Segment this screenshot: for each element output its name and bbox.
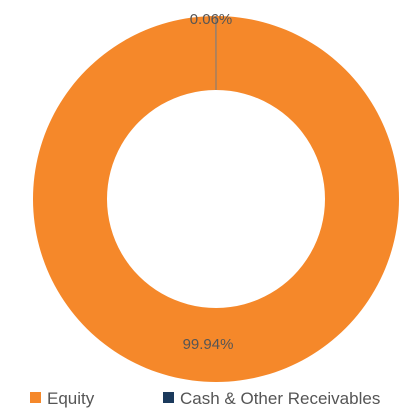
slice-equity [33, 16, 400, 382]
slices-layer [33, 16, 400, 382]
legend-swatch-cash-other-receivables [163, 392, 174, 403]
slice-labels-layer: 99.94% 0.06% [183, 11, 234, 353]
slice-label-cash-other-receivables: 0.06% [190, 11, 233, 28]
legend-label-equity: Equity [47, 389, 95, 408]
slice-label-equity: 99.94% [183, 336, 234, 353]
legend-item-cash-other-receivables: Cash & Other Receivables [163, 389, 380, 408]
legend-swatch-equity [30, 392, 41, 403]
legend-label-cash-other-receivables: Cash & Other Receivables [180, 389, 380, 408]
legend-item-equity: Equity [30, 389, 95, 408]
legend: Equity Cash & Other Receivables [30, 389, 380, 408]
